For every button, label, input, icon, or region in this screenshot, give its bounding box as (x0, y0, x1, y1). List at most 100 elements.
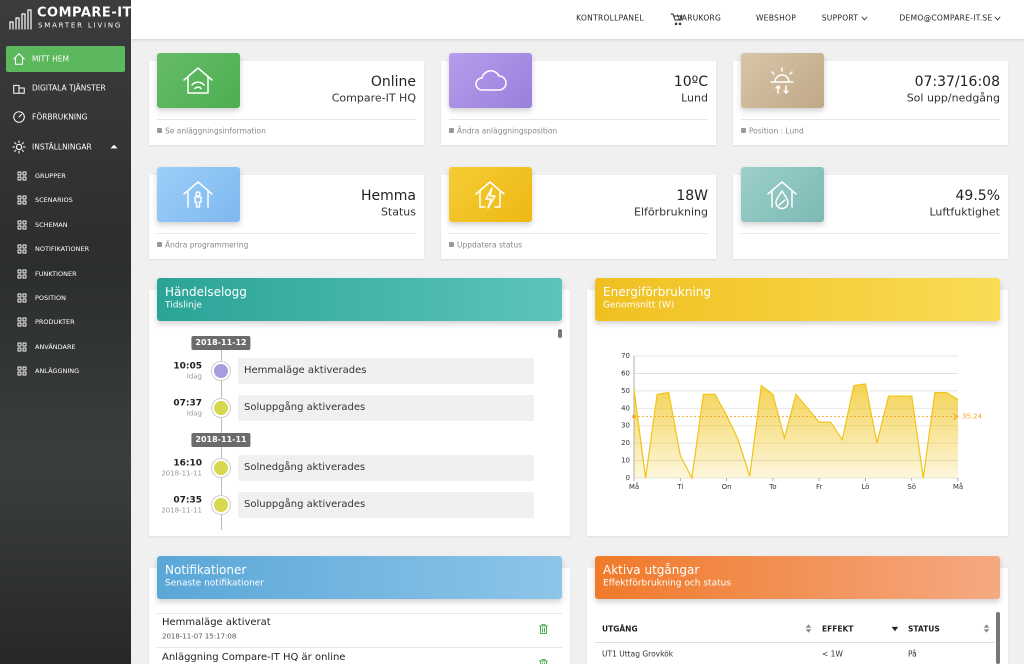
event-time: 07:35 (173, 495, 202, 506)
notification-date: 2018-11-07 15:17:08 (162, 632, 237, 641)
sidebar-sub-item[interactable]: PRODUKTER (35, 318, 75, 327)
sidebar-item[interactable]: FÖRBRUKNING (32, 112, 88, 122)
sidebar-sub-item[interactable]: ANVÄNDARE (35, 342, 76, 351)
top-nav-link[interactable]: SUPPORT (821, 13, 859, 23)
x-tick-label: Ti (676, 483, 683, 491)
card-value: Online (370, 74, 416, 90)
notification-text: Anläggning Compare-IT HQ är online (162, 652, 346, 663)
icon-shape (891, 626, 899, 632)
panel-subtitle: Genomsnitt (W) (603, 300, 675, 311)
icon (183, 67, 213, 94)
notif-divider (157, 613, 562, 614)
active-item-bg (6, 46, 125, 72)
sidebar-sub-item[interactable]: SCENARIOS (35, 196, 73, 205)
icon-shape (17, 269, 27, 279)
icon (13, 53, 25, 65)
panel-header (595, 278, 1000, 321)
icon (17, 195, 27, 205)
icon-shape (13, 84, 25, 94)
icon (183, 181, 213, 208)
event-text: Hemmaläge aktiverades (244, 365, 367, 376)
event-box (238, 358, 534, 384)
sidebar-sub-item[interactable]: FUNKTIONER (35, 269, 77, 278)
y-tick-label: 70 (621, 352, 630, 360)
notif-divider (157, 647, 562, 648)
scrollbar (558, 329, 562, 338)
icon-shape (12, 140, 26, 154)
card-footer-link[interactable]: Ändra programmering (165, 239, 249, 249)
icon (17, 342, 27, 352)
card-icon-box (157, 167, 240, 222)
card-label: Status (380, 205, 416, 219)
card-footer-link[interactable]: Se anläggningsinformation (165, 125, 266, 135)
top-nav-link[interactable]: WEBSHOP (755, 13, 797, 23)
top-nav-link[interactable]: DEMO@COMPARE-IT.SE (899, 13, 993, 23)
card-footer-icon (449, 242, 454, 247)
card-divider (741, 233, 1000, 234)
y-tick-label: 50 (621, 387, 630, 395)
sidebar-sub-item[interactable]: ANLÄGGNING (35, 366, 80, 375)
icon-shape (17, 220, 27, 230)
icon-shape (475, 181, 505, 209)
icon (805, 624, 812, 633)
top-nav-link[interactable]: VARUKORG (676, 13, 722, 23)
card-footer-link[interactable]: Position : Lund (749, 125, 804, 135)
panel-subtitle: Tidslinje (165, 300, 202, 311)
event-day: 2018-11-11 (161, 469, 202, 478)
sidebar-sub-item[interactable]: SCHEMAN (35, 220, 68, 229)
card-footer-link[interactable]: Uppdatera status (457, 239, 523, 249)
top-nav-link[interactable]: KONTROLLPANEL (576, 13, 644, 23)
icon-shape (17, 195, 27, 205)
icon (17, 244, 27, 254)
panel-title: Energiförbrukning (603, 285, 712, 299)
card-value: 10ºC (673, 74, 708, 90)
card-divider (157, 119, 416, 120)
card-label: Sol upp/nedgång (906, 91, 1000, 105)
card-label: Lund (681, 91, 708, 105)
timeline-dot (212, 399, 230, 417)
x-tick-label: Må (629, 482, 639, 491)
card-label: Luftfuktighet (929, 205, 1000, 219)
table-header[interactable]: STATUS (908, 624, 940, 634)
event-box (238, 395, 534, 421)
sidebar-item[interactable]: DIGITALA TJÄNSTER (32, 83, 106, 93)
y-tick-label: 20 (621, 439, 630, 447)
icon-shape (670, 13, 683, 26)
table-scrollbar (996, 612, 1000, 664)
date-badge: 2018-11-11 (191, 433, 251, 447)
icon-shape (475, 70, 507, 91)
icon[interactable] (539, 659, 548, 664)
x-tick-label: On (722, 483, 732, 491)
icon-shape (17, 317, 27, 327)
icon-shape (13, 111, 25, 123)
table-header[interactable]: EFFEKT (822, 624, 854, 634)
icon (9, 9, 32, 30)
icon-shape (861, 16, 868, 21)
icon-shape (770, 67, 794, 94)
card-divider (157, 233, 416, 234)
sidebar-sub-item[interactable]: NOTIFIKATIONER (35, 244, 90, 253)
icon (994, 16, 1001, 21)
sidebar (0, 0, 131, 664)
y-tick-label: 0 (626, 474, 630, 482)
icon (110, 144, 118, 149)
card-value: 07:37/16:08 (914, 74, 1000, 90)
chart: 0 10 20 30 40 50 60 70 Må Ti On To Fr Lö Sö Må 35.24 (621, 352, 983, 491)
y-tick-label: 40 (621, 404, 630, 412)
y-tick-label: 30 (621, 422, 630, 430)
icon-shape (183, 181, 213, 208)
sidebar-item[interactable]: MITT HEM (32, 54, 69, 64)
card-footer-link[interactable]: Ändra anläggningsposition (457, 125, 558, 135)
sidebar-item[interactable]: INSTÄLLNINGAR (32, 142, 92, 152)
sidebar-sub-item[interactable]: GRUPPER (35, 171, 66, 180)
icon[interactable] (539, 624, 548, 634)
sidebar-sub-item[interactable]: POSITION (35, 293, 66, 302)
icon (17, 366, 27, 376)
icon-shape (183, 67, 213, 94)
table-header[interactable]: UTGÅNG (602, 624, 638, 634)
icon (13, 84, 25, 94)
table-cell: < 1W (822, 649, 843, 659)
area-fill (634, 383, 958, 478)
event-day: Idag (186, 372, 202, 381)
